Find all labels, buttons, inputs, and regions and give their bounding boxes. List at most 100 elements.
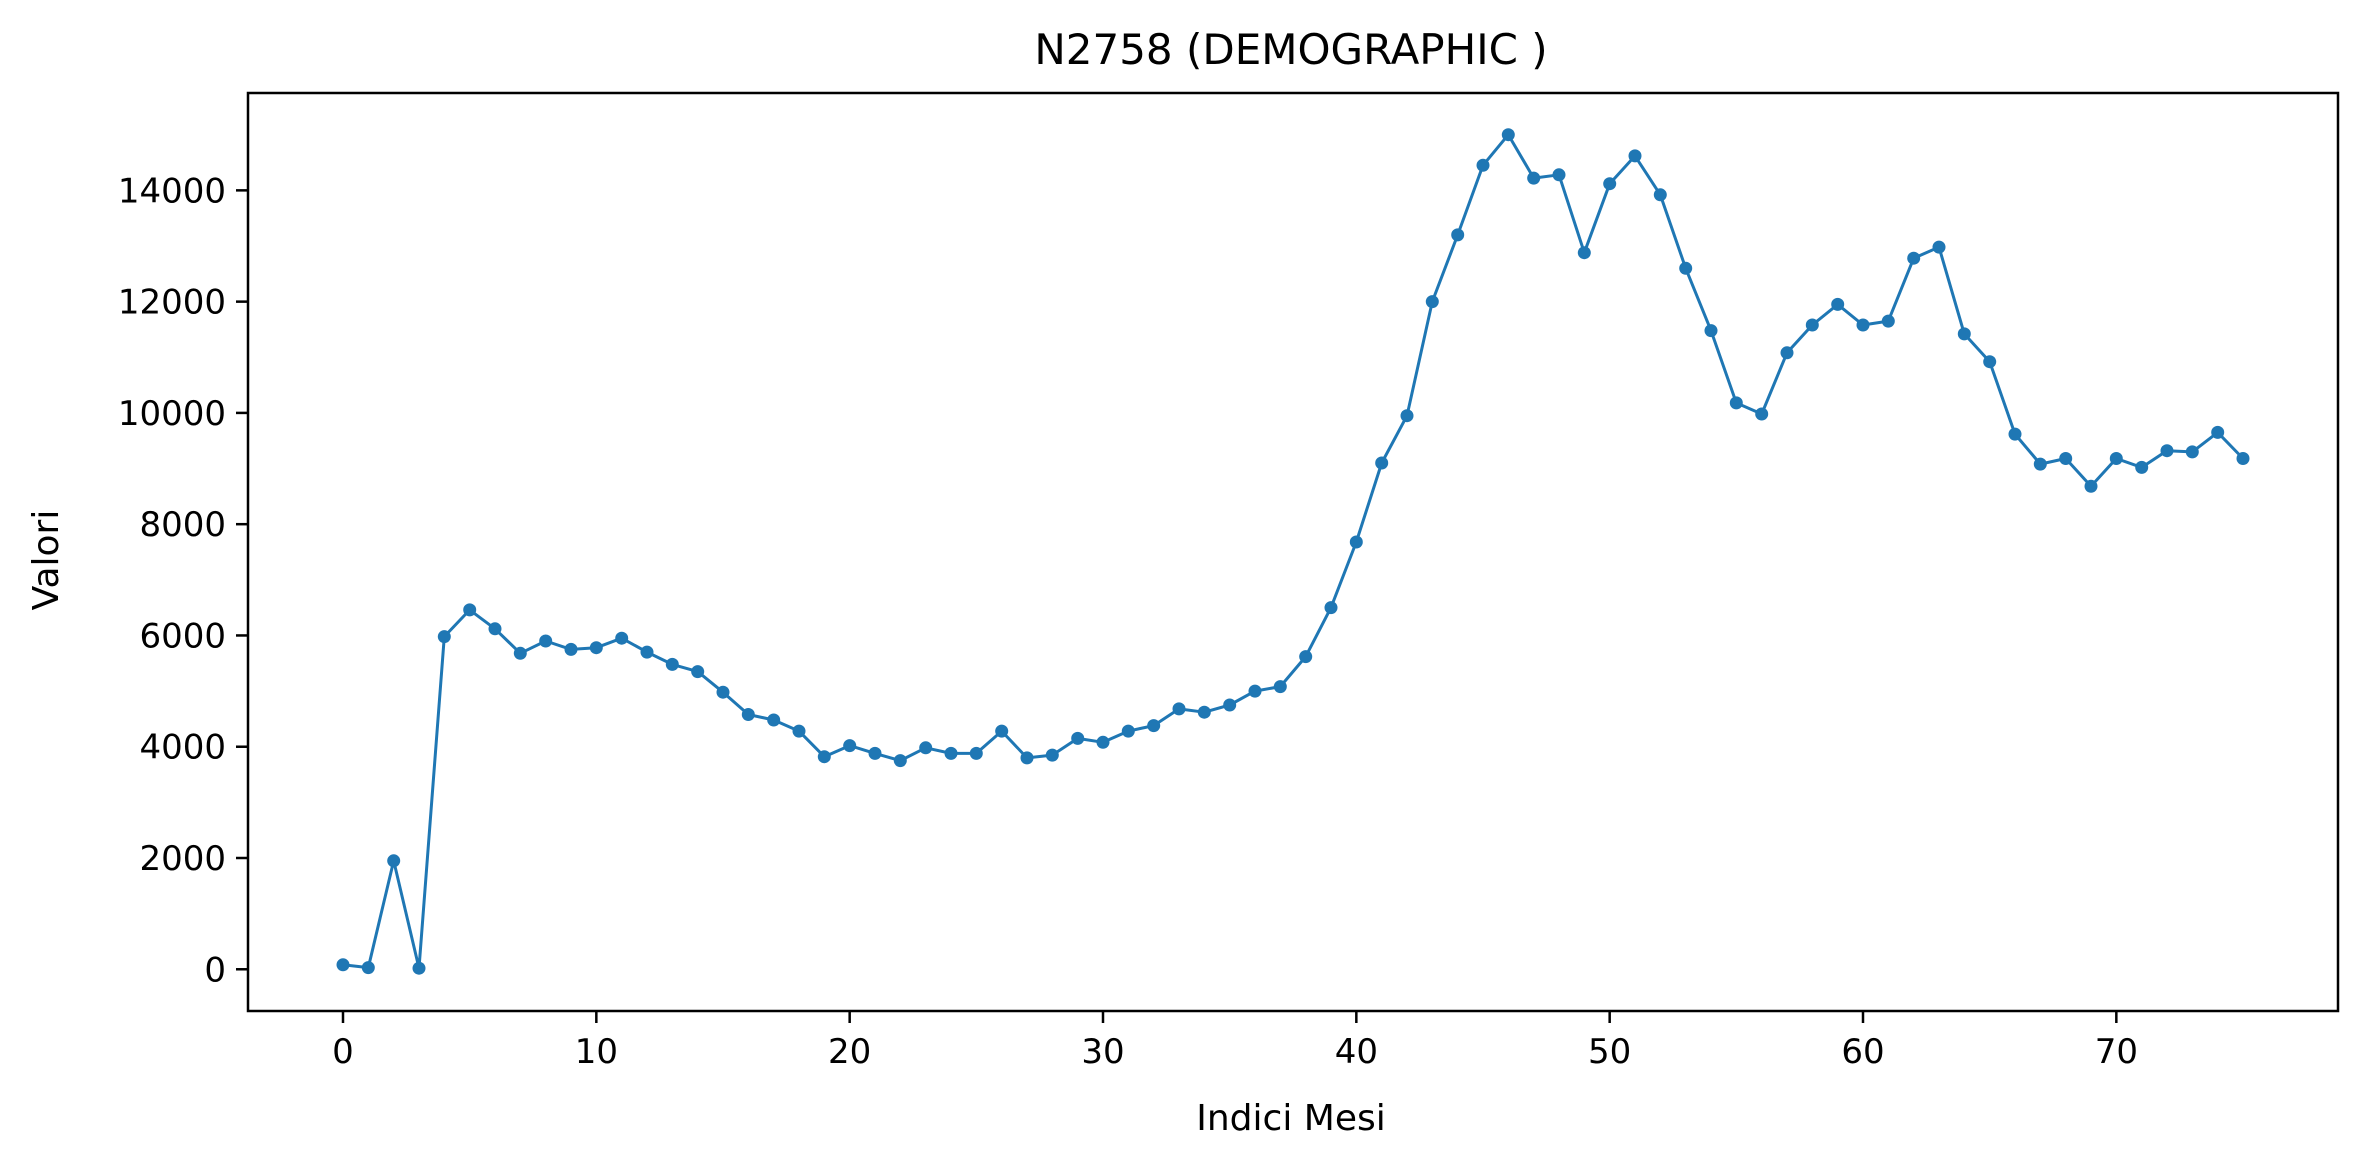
plot-area xyxy=(246,91,2340,1013)
y-axis-label: Valori xyxy=(26,510,67,611)
data-point xyxy=(1729,396,1743,410)
data-point xyxy=(665,657,679,671)
x-tick-label: 40 xyxy=(1335,1032,1378,1072)
x-axis: 0 10 20 30 40 50 60 70 xyxy=(332,1011,2138,1072)
x-tick-label: 30 xyxy=(1081,1032,1124,1072)
y-tick-label: 4000 xyxy=(139,728,226,768)
data-point xyxy=(691,665,705,679)
y-tick-label: 2000 xyxy=(139,839,226,879)
data-point xyxy=(1983,355,1997,369)
data-point xyxy=(2236,452,2250,465)
data-point xyxy=(1020,751,1034,765)
data-point xyxy=(1907,251,1921,265)
y-tick-label: 14000 xyxy=(118,171,226,211)
data-point xyxy=(2084,479,2098,493)
data-point xyxy=(1375,456,1389,470)
data-point xyxy=(2109,452,2123,465)
data-point xyxy=(615,631,629,645)
y-tick-label: 6000 xyxy=(139,616,226,656)
data-point xyxy=(1628,149,1642,163)
data-point xyxy=(1349,535,1363,549)
data-point xyxy=(944,746,958,760)
data-point xyxy=(1299,650,1313,664)
data-point xyxy=(1831,297,1845,311)
data-point xyxy=(2033,457,2047,471)
data-point xyxy=(1932,240,1946,254)
data-point xyxy=(1957,327,1971,341)
x-tick-label: 10 xyxy=(575,1032,618,1072)
y-tick-label: 8000 xyxy=(139,505,226,545)
data-point xyxy=(1425,295,1439,309)
data-point xyxy=(1045,748,1059,762)
x-tick-label: 70 xyxy=(2095,1032,2138,1072)
data-point xyxy=(1096,735,1110,749)
x-tick-label: 20 xyxy=(828,1032,871,1072)
data-point xyxy=(1679,261,1693,275)
plot-frame xyxy=(246,91,2340,1013)
data-point xyxy=(488,622,502,636)
data-point xyxy=(387,854,401,868)
data-point xyxy=(893,754,907,768)
data-point xyxy=(1881,314,1895,328)
chart-title: N2758 (DEMOGRAPHIC ) xyxy=(1034,25,1547,74)
data-point xyxy=(589,641,603,655)
x-tick-label: 50 xyxy=(1588,1032,1631,1072)
data-point xyxy=(336,958,350,972)
data-point xyxy=(1856,318,1870,332)
data-point xyxy=(2059,452,2073,465)
data-point xyxy=(1147,719,1161,733)
data-point xyxy=(1704,324,1718,338)
data-point xyxy=(716,685,730,699)
data-point xyxy=(1451,228,1465,242)
data-point xyxy=(1071,731,1085,745)
data-point xyxy=(1577,246,1591,260)
data-point xyxy=(792,724,806,738)
data-point xyxy=(1324,601,1338,615)
data-point xyxy=(969,746,983,760)
data-point xyxy=(1552,168,1566,182)
y-tick-label: 0 xyxy=(204,950,226,990)
series-line xyxy=(342,133,2245,970)
data-point xyxy=(463,603,477,617)
y-axis: 0 2000 4000 6000 8000 10000 12000 14000 xyxy=(118,171,248,990)
data-point xyxy=(817,750,831,764)
data-point xyxy=(1248,684,1262,698)
y-tick-label: 10000 xyxy=(118,394,226,434)
data-point xyxy=(767,713,781,727)
data-point xyxy=(1780,346,1794,360)
data-point xyxy=(361,961,375,975)
data-point xyxy=(1273,680,1287,694)
data-point xyxy=(1197,705,1211,719)
data-point xyxy=(564,642,578,656)
data-point xyxy=(1476,158,1490,172)
data-point xyxy=(995,724,1009,738)
data-point xyxy=(513,646,527,660)
data-point xyxy=(868,746,882,760)
data-point xyxy=(412,961,426,975)
data-point xyxy=(437,630,451,644)
data-point xyxy=(1172,702,1186,716)
x-tick-label: 60 xyxy=(1841,1032,1884,1072)
y-tick-label: 12000 xyxy=(118,283,226,323)
data-point xyxy=(1603,177,1617,191)
data-point xyxy=(1653,188,1667,202)
data-point xyxy=(2135,460,2149,474)
data-point xyxy=(1755,407,1769,421)
data-point xyxy=(1805,318,1819,332)
data-point xyxy=(2008,427,2022,441)
data-point xyxy=(1501,128,1515,142)
data-point xyxy=(2211,425,2225,439)
data-point xyxy=(919,741,933,755)
x-axis-label: Indici Mesi xyxy=(1196,1098,1386,1139)
data-point xyxy=(843,739,857,753)
data-point xyxy=(640,645,654,659)
data-point xyxy=(1527,171,1541,185)
data-point xyxy=(2160,444,2174,458)
data-point xyxy=(1223,698,1237,712)
data-point xyxy=(539,634,553,648)
data-point xyxy=(2185,445,2199,459)
data-point xyxy=(741,708,755,721)
